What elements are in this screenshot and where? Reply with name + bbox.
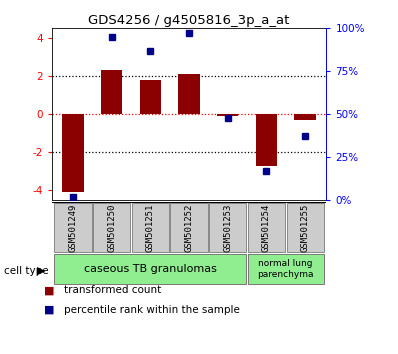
Bar <box>248 203 285 252</box>
Text: GSM501253: GSM501253 <box>223 203 232 252</box>
Bar <box>287 203 324 252</box>
Bar <box>55 255 246 284</box>
Bar <box>55 203 92 252</box>
Text: GSM501254: GSM501254 <box>262 203 271 252</box>
Text: GSM501255: GSM501255 <box>300 203 310 252</box>
Title: GDS4256 / g4505816_3p_a_at: GDS4256 / g4505816_3p_a_at <box>88 14 290 27</box>
Text: GSM501250: GSM501250 <box>107 203 116 252</box>
Text: transformed count: transformed count <box>64 285 161 295</box>
Bar <box>140 80 161 114</box>
Text: ■: ■ <box>44 305 54 315</box>
Text: ■: ■ <box>44 285 54 295</box>
Bar <box>209 203 246 252</box>
Bar <box>295 114 316 120</box>
Text: GSM501249: GSM501249 <box>68 203 78 252</box>
Text: ▶: ▶ <box>37 266 45 276</box>
Text: normal lung
parenchyma: normal lung parenchyma <box>258 259 314 279</box>
Bar <box>248 255 324 284</box>
Text: GSM501252: GSM501252 <box>185 203 193 252</box>
Bar <box>62 114 84 192</box>
Bar <box>256 114 277 166</box>
Bar <box>93 203 130 252</box>
Text: cell type: cell type <box>4 266 49 276</box>
Bar <box>217 114 238 116</box>
Text: caseous TB granulomas: caseous TB granulomas <box>84 264 217 274</box>
Bar <box>101 70 122 114</box>
Bar <box>132 203 169 252</box>
Text: percentile rank within the sample: percentile rank within the sample <box>64 305 240 315</box>
Bar <box>170 203 208 252</box>
Bar <box>178 74 200 114</box>
Text: GSM501251: GSM501251 <box>146 203 155 252</box>
